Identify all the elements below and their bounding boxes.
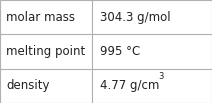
Text: 3: 3 <box>158 71 163 81</box>
Text: 4.77 g/cm: 4.77 g/cm <box>100 79 159 92</box>
Text: molar mass: molar mass <box>6 11 75 24</box>
Text: melting point: melting point <box>6 45 86 58</box>
Text: 304.3 g/mol: 304.3 g/mol <box>100 11 170 24</box>
Text: density: density <box>6 79 50 92</box>
Text: 995 °C: 995 °C <box>100 45 140 58</box>
